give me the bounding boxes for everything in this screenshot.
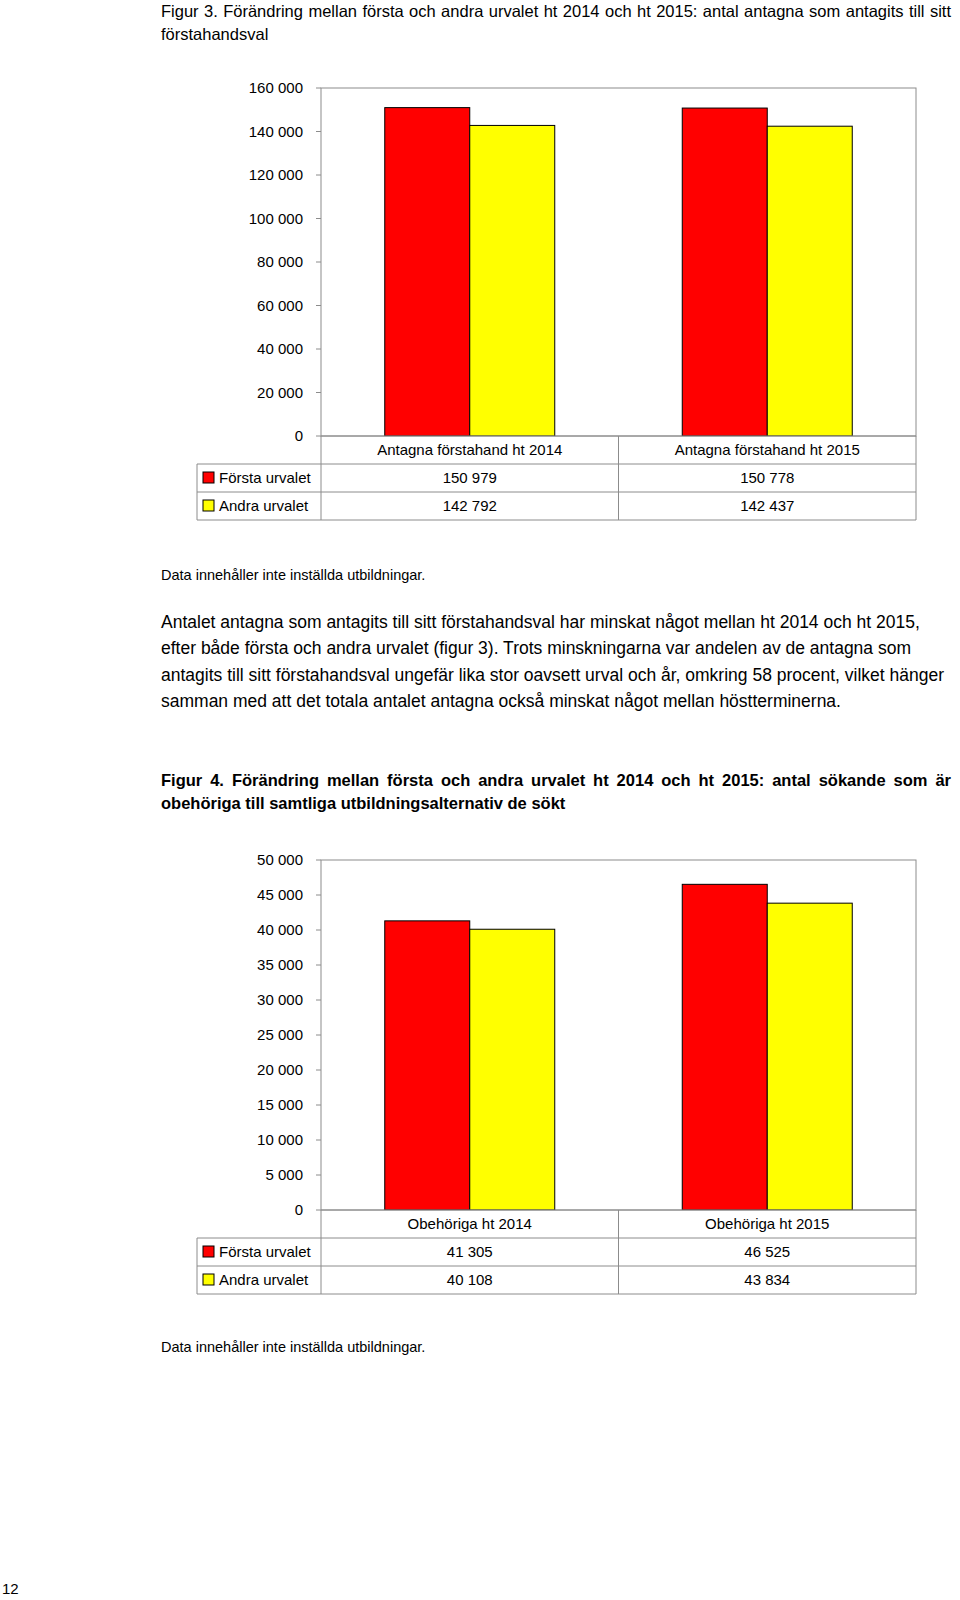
y-tick-label: 80 000 — [257, 253, 303, 270]
chart-title: Figur 4. Förändring mellan första och an… — [161, 769, 951, 815]
table-line — [916, 1210, 917, 1294]
y-tick-label: 45 000 — [257, 886, 303, 903]
y-tick — [316, 349, 321, 350]
table-line — [197, 1294, 916, 1295]
y-tick-label: 40 000 — [257, 921, 303, 938]
chart-note: Data innehåller inte inställda utbildnin… — [161, 1337, 425, 1357]
chart-title: Figur 3. Förändring mellan första och an… — [161, 0, 951, 46]
plot-frame — [321, 88, 916, 436]
data-table: Antagna förstahand ht 2014 Antagna första… — [197, 436, 916, 520]
table-value: 43 834 — [744, 1271, 790, 1288]
table-line — [321, 436, 322, 520]
legend-swatch — [203, 472, 214, 483]
bar — [470, 125, 555, 436]
y-tick-label: 100 000 — [249, 210, 303, 227]
y-tick — [316, 131, 321, 132]
y-tick-label: 5 000 — [265, 1166, 303, 1183]
y-tick — [316, 392, 321, 393]
y-tick-label: 0 — [295, 1201, 303, 1218]
y-tick — [316, 1210, 321, 1211]
table-line — [197, 464, 916, 465]
body-paragraph: Antalet antagna som antagits till sitt f… — [161, 609, 951, 715]
page-number: 12 — [2, 1580, 19, 1598]
bar — [682, 884, 767, 1210]
y-tick — [316, 218, 321, 219]
y-tick-label: 50 000 — [257, 851, 303, 868]
legend-label: Första urvalet — [219, 1243, 312, 1260]
table-line — [618, 1210, 619, 1294]
category-label: Obehöriga ht 2014 — [408, 1215, 532, 1232]
y-tick — [316, 305, 321, 306]
y-tick — [316, 1070, 321, 1071]
y-tick — [316, 1140, 321, 1141]
table-line — [197, 520, 916, 521]
y-tick — [316, 1175, 321, 1176]
legend-swatch — [203, 500, 214, 511]
table-line — [197, 492, 916, 493]
chart-note: Data innehåller inte inställda utbildnin… — [161, 565, 425, 585]
category-label: Antagna förstahand ht 2014 — [377, 441, 562, 458]
y-tick-label: 160 000 — [249, 79, 303, 96]
y-tick — [316, 262, 321, 263]
table-line — [197, 1238, 916, 1239]
y-tick — [316, 175, 321, 176]
y-tick — [316, 930, 321, 931]
bar — [682, 108, 767, 436]
legend-label: Första urvalet — [219, 469, 312, 486]
table-line — [197, 464, 198, 520]
y-tick — [316, 436, 321, 437]
bar — [470, 929, 555, 1210]
y-tick — [316, 88, 321, 89]
y-tick-label: 15 000 — [257, 1096, 303, 1113]
category-label: Obehöriga ht 2015 — [705, 1215, 829, 1232]
chart: 0 20 000 40 000 60 000 80 000 100 000 120 000 1… — [197, 79, 916, 520]
table-value: 46 525 — [744, 1243, 790, 1260]
y-tick — [316, 860, 321, 861]
y-tick-label: 30 000 — [257, 991, 303, 1008]
chart: 0 5 000 10 000 15 000 20 000 25 000 30 000 35 0… — [197, 851, 916, 1294]
table-line — [916, 436, 917, 520]
y-tick-label: 120 000 — [249, 166, 303, 183]
y-tick-label: 0 — [295, 427, 303, 444]
bar — [767, 903, 852, 1210]
bar — [385, 921, 470, 1210]
page: 0 20 000 40 000 60 000 80 000 100 000 120 000 1… — [0, 0, 960, 1600]
y-tick — [316, 1035, 321, 1036]
y-tick-label: 20 000 — [257, 384, 303, 401]
y-tick-label: 40 000 — [257, 340, 303, 357]
table-value: 40 108 — [447, 1271, 493, 1288]
table-line — [197, 1238, 198, 1294]
table-line — [321, 1210, 322, 1294]
table-line — [197, 1266, 916, 1267]
legend-label: Andra urvalet — [219, 497, 309, 514]
y-tick-label: 60 000 — [257, 297, 303, 314]
table-value: 142 437 — [740, 497, 794, 514]
y-tick — [316, 895, 321, 896]
y-tick-label: 10 000 — [257, 1131, 303, 1148]
y-tick-label: 140 000 — [249, 123, 303, 140]
y-tick-label: 20 000 — [257, 1061, 303, 1078]
table-value: 150 979 — [443, 469, 497, 486]
legend-swatch — [203, 1246, 214, 1257]
y-tick — [316, 1105, 321, 1106]
legend-label: Andra urvalet — [219, 1271, 309, 1288]
legend-swatch — [203, 1274, 214, 1285]
y-tick-label: 35 000 — [257, 956, 303, 973]
category-label: Antagna förstahand ht 2015 — [675, 441, 860, 458]
bar — [767, 126, 852, 436]
table-value: 142 792 — [443, 497, 497, 514]
data-table: Obehöriga ht 2014 Obehöriga ht 2015 Första… — [197, 1210, 916, 1294]
plot-frame — [321, 860, 916, 1210]
bars — [385, 108, 853, 436]
y-tick — [316, 1000, 321, 1001]
bars — [385, 884, 853, 1210]
bar — [385, 108, 470, 436]
y-tick-label: 25 000 — [257, 1026, 303, 1043]
table-line — [618, 436, 619, 520]
y-tick — [316, 965, 321, 966]
table-value: 150 778 — [740, 469, 794, 486]
table-value: 41 305 — [447, 1243, 493, 1260]
